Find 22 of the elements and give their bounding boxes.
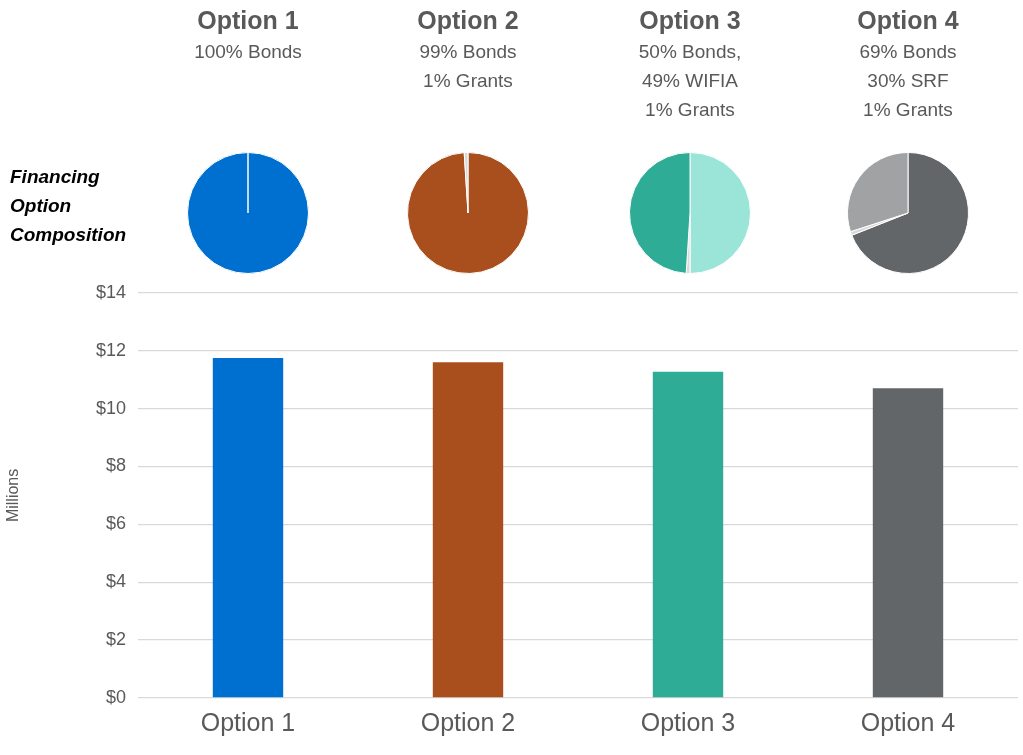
- chart-title: Option 1: [196, 6, 300, 35]
- chart-title: Option 4: [856, 6, 960, 35]
- y-tick-label: $2: [105, 629, 126, 650]
- chart-title: Option 2: [416, 6, 520, 35]
- chart-subtitle: 99% Bonds 1% Grants: [418, 40, 518, 93]
- y-tick-label: $4: [105, 571, 126, 592]
- y-tick-label: $0: [105, 686, 126, 707]
- y-tick-label: $6: [105, 513, 126, 534]
- y-tick-label: $12: [95, 339, 126, 360]
- chart-title: Option 3: [638, 6, 742, 35]
- x-tick-label: Option 3: [640, 707, 736, 736]
- x-tick-label: Option 1: [200, 707, 296, 736]
- x-tick-label: Option 2: [420, 707, 516, 736]
- chart-subtitle: 50% Bonds, 49% WIFIA 1% Grants: [637, 40, 743, 122]
- x-tick-label: Option 4: [860, 707, 956, 736]
- chart-subtitle: 69% Bonds 30% SRF 1% Grants: [858, 40, 958, 122]
- chart-subtitle: 100% Bonds: [193, 40, 303, 64]
- text: Financing Option Composition: [10, 165, 128, 247]
- y-tick-label: $8: [105, 455, 126, 476]
- y-axis-title: Millions: [4, 468, 22, 523]
- y-tick-label: $10: [95, 397, 126, 418]
- y-tick-label: $14: [95, 281, 126, 302]
